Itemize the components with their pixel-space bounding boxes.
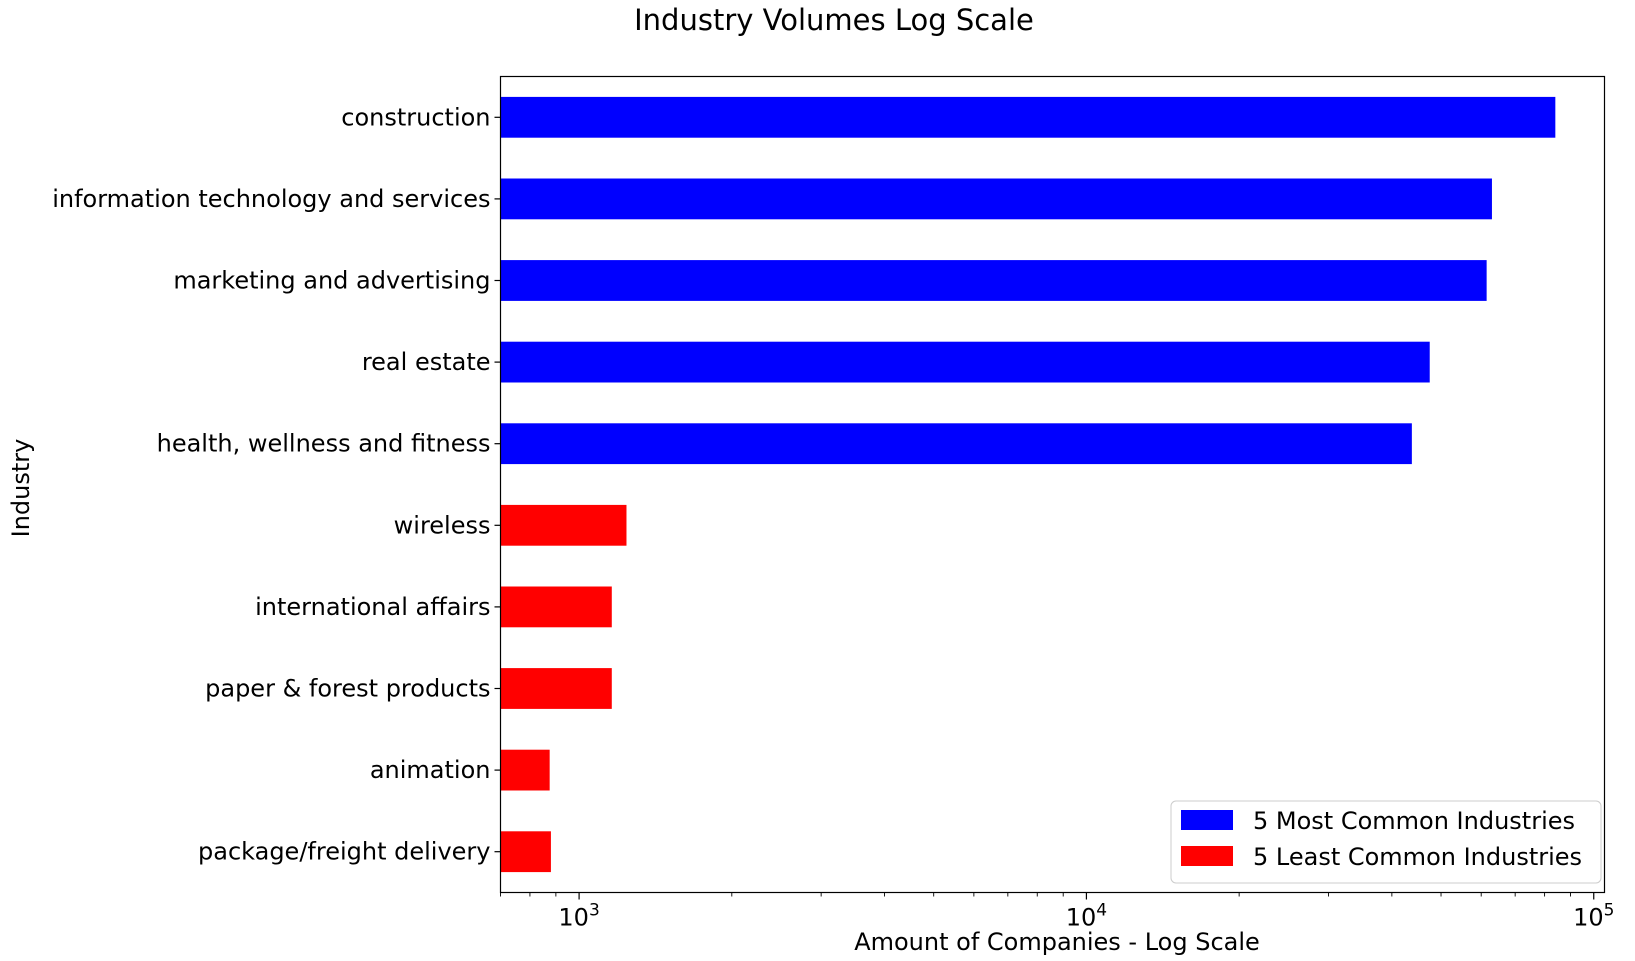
category-label-animation: animation <box>370 756 491 784</box>
category-label-wireless: wireless <box>394 511 491 539</box>
legend-label-least-common: 5 Least Common Industries <box>1253 843 1582 871</box>
bar-paper-forest-products <box>500 668 612 709</box>
bar-package-freight-delivery <box>500 831 551 873</box>
category-label-paper-forest-products: paper & forest products <box>205 675 490 703</box>
bar-wireless <box>500 504 627 546</box>
x-tick-label: 104 <box>1066 901 1107 932</box>
bar-marketing-and-advertising <box>500 260 1487 301</box>
x-axis-title: Amount of Companies - Log Scale <box>854 928 1260 956</box>
category-label-information-technology-and-services: information technology and services <box>52 185 490 213</box>
legend-frame <box>1170 800 1602 884</box>
bar-construction <box>500 96 1556 138</box>
x-tick-label: 103 <box>558 901 599 932</box>
legend: 5 Most Common Industries 5 Least Common … <box>1170 800 1602 884</box>
category-label-international-affairs: international affairs <box>255 593 490 621</box>
legend-swatch-most-common <box>1181 810 1233 830</box>
category-label-construction: construction <box>341 103 490 131</box>
bar-animation <box>500 749 550 791</box>
bar-real-estate <box>500 341 1430 383</box>
chart-title: Industry Volumes Log Scale <box>634 3 1034 37</box>
category-label-real-estate: real estate <box>362 348 491 376</box>
x-axis-ticks: 103 104 105 <box>500 892 1614 932</box>
plot-frame <box>499 75 1606 894</box>
bar-health-wellness-and-fitness <box>500 423 1412 465</box>
category-label-package-freight-delivery: package/freight delivery <box>198 838 491 866</box>
bar-information-technology-and-services <box>500 178 1492 220</box>
category-label-health-wellness-and-fitness: health, wellness and fitness <box>157 430 491 458</box>
category-labels: construction information technology and s… <box>52 103 501 866</box>
bars-group <box>500 96 1556 873</box>
legend-label-most-common: 5 Most Common Industries <box>1253 807 1575 835</box>
x-tick-label: 105 <box>1573 901 1614 932</box>
y-axis-title: Industry <box>7 439 35 538</box>
category-label-marketing-and-advertising: marketing and advertising <box>173 267 490 295</box>
bar-international-affairs <box>500 586 612 628</box>
legend-swatch-least-common <box>1181 846 1233 866</box>
